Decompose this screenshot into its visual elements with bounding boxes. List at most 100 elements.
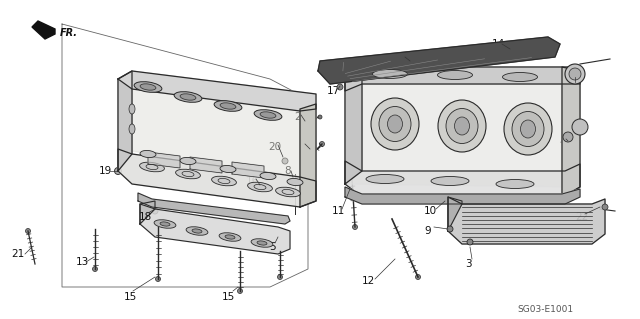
Polygon shape (118, 71, 316, 111)
Text: 18: 18 (138, 212, 152, 222)
Circle shape (156, 277, 161, 281)
Ellipse shape (446, 108, 478, 144)
Polygon shape (148, 152, 180, 168)
Text: 7: 7 (569, 79, 575, 89)
Circle shape (353, 225, 358, 229)
Circle shape (565, 64, 585, 84)
Circle shape (93, 266, 97, 271)
Ellipse shape (225, 235, 235, 239)
Ellipse shape (220, 166, 236, 173)
Ellipse shape (186, 227, 208, 235)
Ellipse shape (366, 174, 404, 183)
Text: 20: 20 (268, 142, 282, 152)
Circle shape (467, 239, 473, 245)
Circle shape (278, 275, 282, 279)
Polygon shape (345, 161, 580, 197)
Ellipse shape (438, 100, 486, 152)
Ellipse shape (180, 158, 196, 165)
Circle shape (237, 288, 243, 293)
Ellipse shape (129, 104, 135, 114)
Ellipse shape (248, 182, 273, 192)
Text: 14: 14 (492, 39, 504, 49)
Circle shape (415, 275, 420, 279)
Text: 19: 19 (99, 166, 111, 176)
Polygon shape (190, 157, 222, 173)
Text: 10: 10 (424, 206, 436, 216)
Text: 4: 4 (560, 137, 566, 147)
Text: 6: 6 (397, 54, 403, 64)
Text: SG03-E1001: SG03-E1001 (517, 305, 573, 314)
Ellipse shape (254, 110, 282, 120)
Ellipse shape (212, 176, 236, 186)
Circle shape (602, 204, 608, 210)
Polygon shape (318, 37, 560, 84)
Text: 16: 16 (245, 176, 259, 186)
Text: 15: 15 (124, 292, 136, 302)
Ellipse shape (192, 229, 202, 233)
Ellipse shape (431, 176, 469, 186)
Polygon shape (345, 67, 580, 91)
Ellipse shape (372, 70, 408, 78)
Polygon shape (300, 104, 316, 207)
Ellipse shape (219, 233, 241, 241)
Ellipse shape (140, 162, 164, 172)
Text: 5: 5 (269, 242, 275, 252)
Ellipse shape (140, 151, 156, 158)
Ellipse shape (160, 222, 170, 226)
Circle shape (319, 142, 324, 146)
Polygon shape (138, 193, 290, 224)
Circle shape (563, 132, 573, 142)
Ellipse shape (287, 178, 303, 186)
Ellipse shape (174, 92, 202, 102)
Polygon shape (562, 67, 580, 197)
Ellipse shape (129, 124, 135, 134)
Text: 12: 12 (362, 276, 374, 286)
Polygon shape (345, 67, 362, 184)
Ellipse shape (512, 112, 544, 146)
Circle shape (115, 167, 122, 174)
Ellipse shape (504, 103, 552, 155)
Ellipse shape (257, 241, 267, 245)
Text: 22: 22 (575, 212, 589, 222)
Circle shape (26, 228, 31, 234)
Ellipse shape (140, 84, 156, 90)
Circle shape (152, 208, 158, 214)
Text: 13: 13 (76, 257, 88, 267)
Ellipse shape (276, 187, 300, 197)
Ellipse shape (379, 107, 411, 142)
Ellipse shape (251, 239, 273, 247)
Ellipse shape (387, 115, 403, 133)
Ellipse shape (220, 103, 236, 109)
Text: 9: 9 (425, 226, 431, 236)
Text: 2: 2 (294, 112, 301, 122)
Circle shape (572, 119, 588, 135)
Polygon shape (232, 162, 264, 178)
Polygon shape (32, 21, 55, 39)
Ellipse shape (180, 94, 196, 100)
Text: 17: 17 (326, 86, 340, 96)
Ellipse shape (454, 117, 470, 135)
Circle shape (569, 68, 581, 80)
Ellipse shape (520, 120, 536, 138)
Polygon shape (118, 79, 316, 181)
Polygon shape (118, 71, 132, 171)
Ellipse shape (371, 98, 419, 150)
Text: 8: 8 (285, 166, 291, 176)
Circle shape (337, 84, 343, 90)
Polygon shape (140, 201, 155, 224)
Ellipse shape (214, 101, 242, 111)
Ellipse shape (438, 70, 472, 79)
Text: 3: 3 (465, 259, 471, 269)
Polygon shape (448, 197, 605, 244)
Circle shape (282, 158, 288, 164)
Ellipse shape (134, 82, 162, 92)
Circle shape (259, 184, 265, 190)
Ellipse shape (154, 220, 176, 228)
Circle shape (318, 115, 322, 119)
Polygon shape (118, 149, 316, 207)
Polygon shape (140, 204, 290, 254)
Text: FR.: FR. (60, 28, 78, 38)
Text: 11: 11 (332, 206, 344, 216)
Circle shape (447, 226, 453, 232)
Ellipse shape (260, 173, 276, 180)
